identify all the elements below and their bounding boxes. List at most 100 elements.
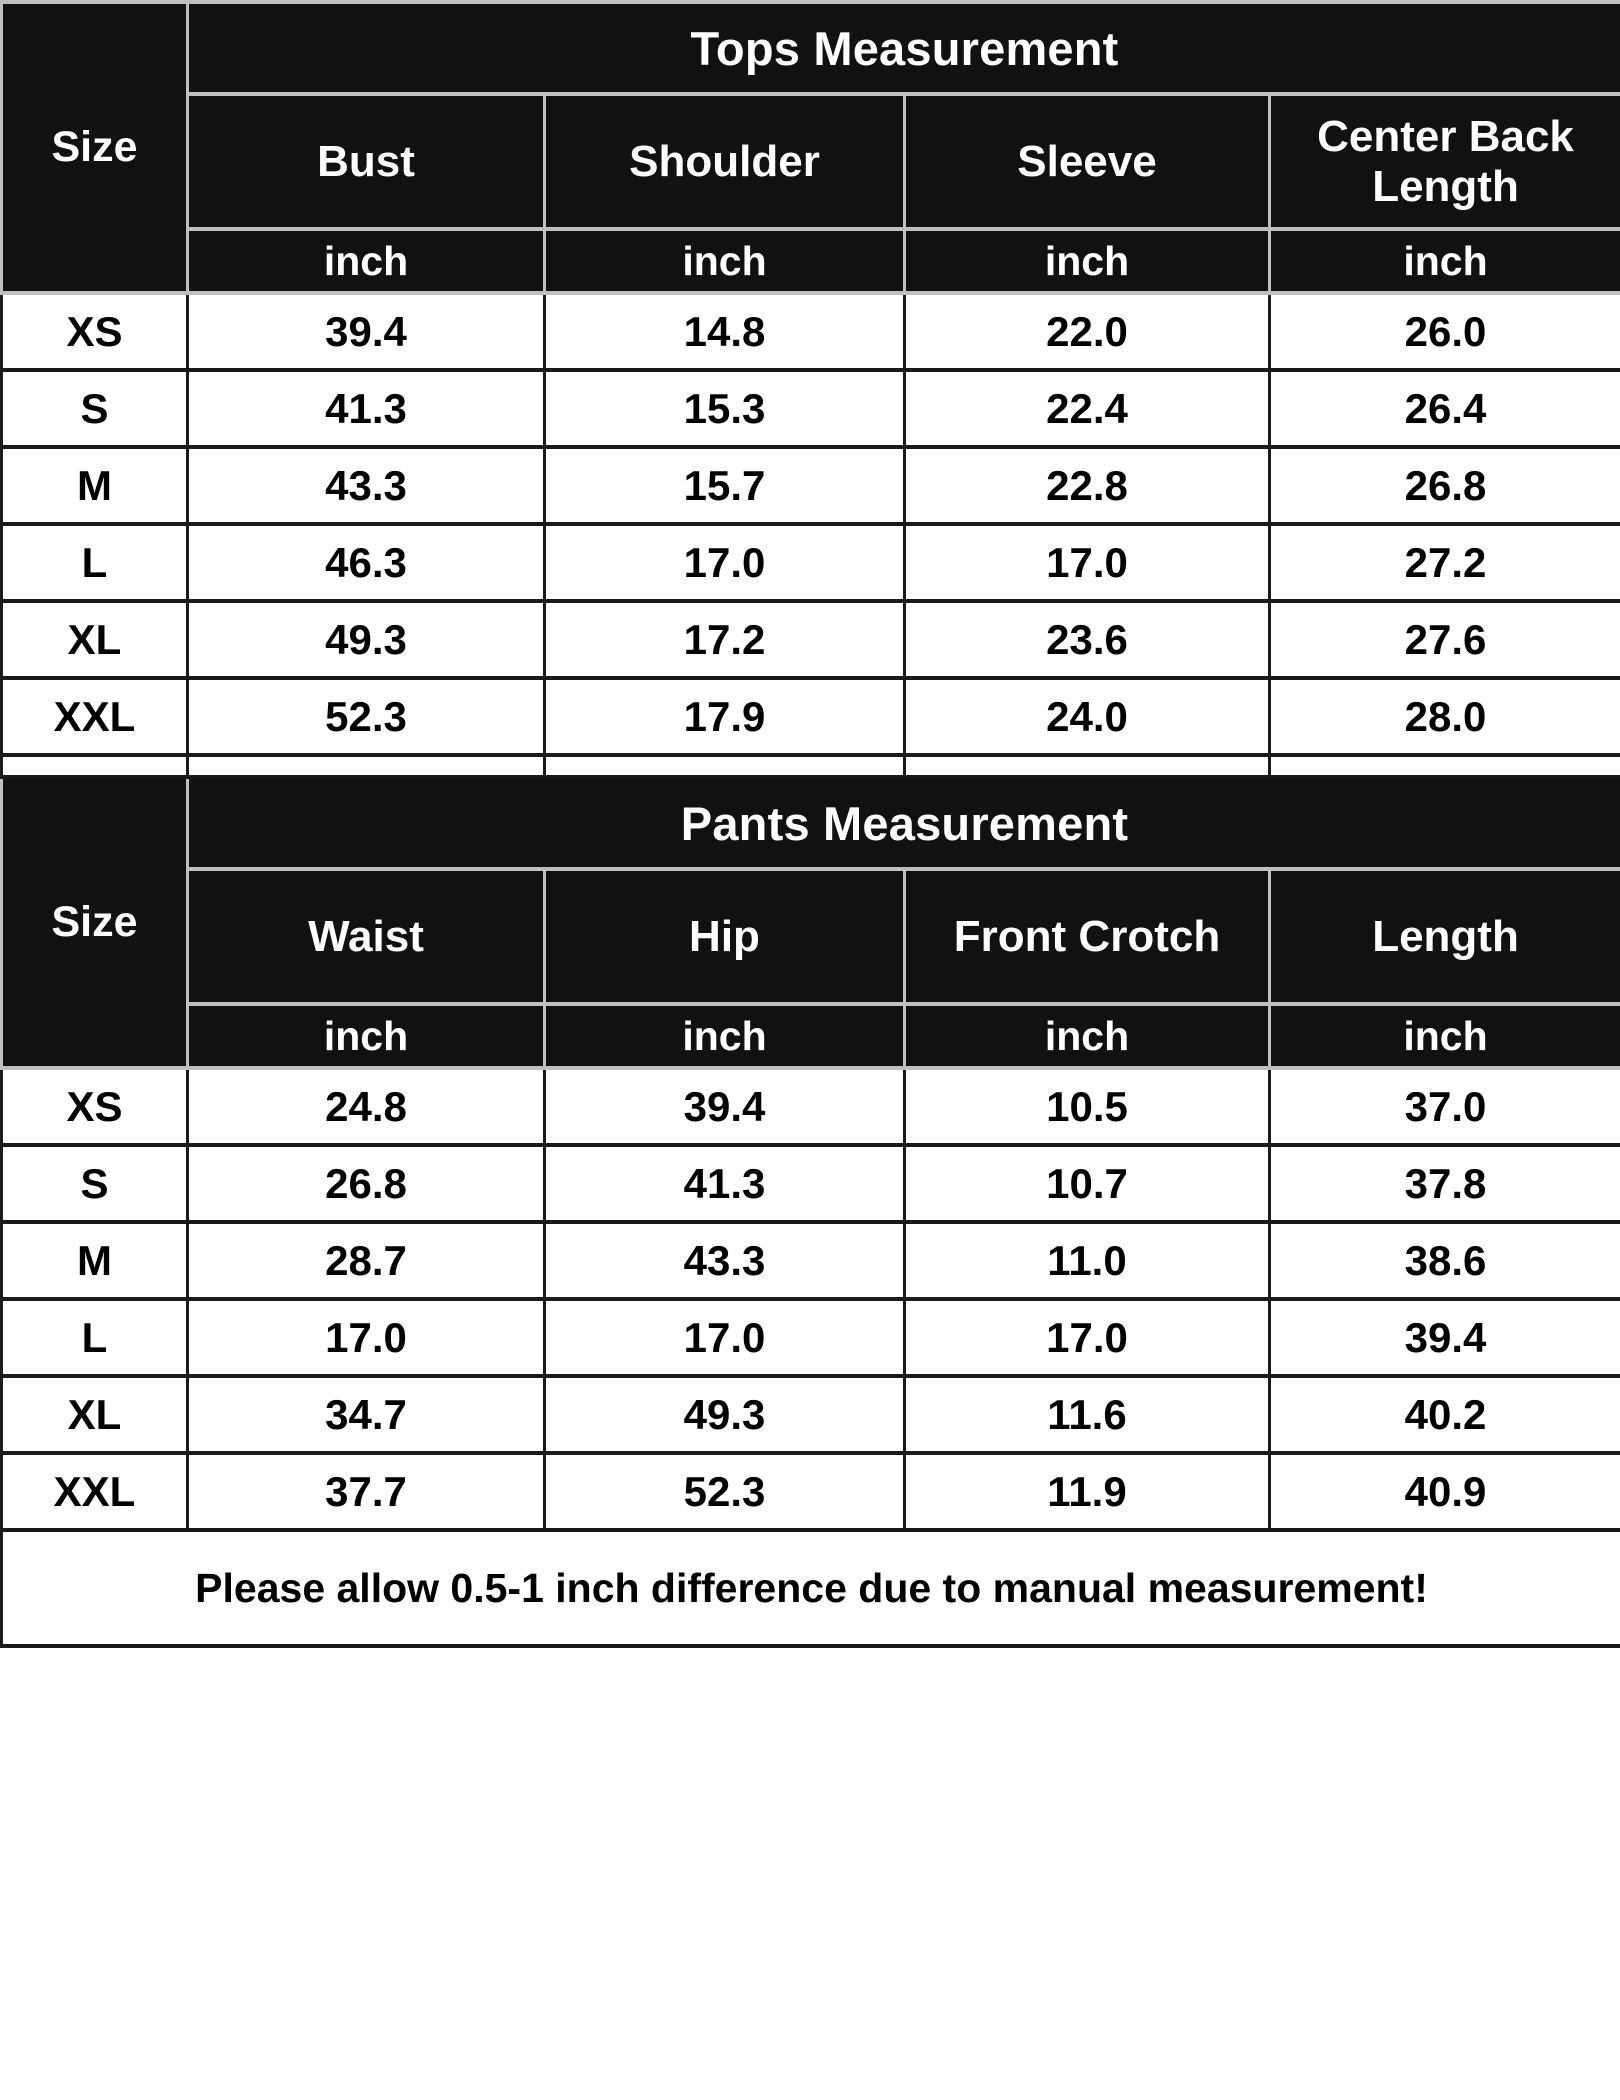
pants-row-size: L [0, 1297, 189, 1378]
pants-unit-row: inch inch inch inch [2, 1002, 1620, 1070]
pants-cell-front-crotch: 11.9 [903, 1451, 1271, 1532]
pants-cell-hip: 49.3 [543, 1374, 906, 1455]
pants-cell-length: 38.6 [1267, 1220, 1620, 1301]
pants-cell-hip: 39.4 [543, 1066, 906, 1147]
table-separator-cell [1267, 753, 1620, 779]
tops-title-row: Size Tops Measurement [0, 0, 1620, 295]
tops-cell-shoulder: 17.2 [543, 599, 906, 680]
tops-cell-bust: 49.3 [186, 599, 546, 680]
tops-cell-shoulder: 15.3 [543, 368, 906, 449]
table-row: M 43.3 15.7 22.8 26.8 [0, 445, 1620, 526]
tops-cell-bust: 43.3 [186, 445, 546, 526]
tops-cell-center-back-length: 26.8 [1267, 445, 1620, 526]
tops-cell-sleeve: 22.4 [903, 368, 1271, 449]
tops-column-header-row: Bust Shoulder Sleeve Center Back Length [2, 92, 1620, 231]
pants-cell-waist: 24.8 [186, 1066, 546, 1147]
table-row: XS 39.4 14.8 22.0 26.0 [0, 291, 1620, 372]
tops-cell-shoulder: 14.8 [543, 291, 906, 372]
table-row: XXL 52.3 17.9 24.0 28.0 [0, 676, 1620, 757]
pants-size-header: Size [0, 775, 189, 1070]
pants-cell-waist: 34.7 [186, 1374, 546, 1455]
table-row: XL 49.3 17.2 23.6 27.6 [0, 599, 1620, 680]
tops-cell-sleeve: 17.0 [903, 522, 1271, 603]
table-row: S 41.3 15.3 22.4 26.4 [0, 368, 1620, 449]
table-row: XL 34.7 49.3 11.6 40.2 [0, 1374, 1620, 1455]
tops-cell-center-back-length: 27.6 [1267, 599, 1620, 680]
pants-column-length: Length [1267, 867, 1620, 1006]
tops-cell-center-back-length: 27.2 [1267, 522, 1620, 603]
tops-cell-center-back-length: 26.4 [1267, 368, 1620, 449]
pants-cell-waist: 17.0 [186, 1297, 546, 1378]
pants-cell-front-crotch: 11.6 [903, 1374, 1271, 1455]
tops-cell-sleeve: 22.0 [903, 291, 1271, 372]
pants-column-waist: Waist [186, 867, 546, 1006]
tops-unit-shoulder: inch [543, 227, 906, 295]
pants-cell-length: 37.0 [1267, 1066, 1620, 1147]
pants-cell-waist: 37.7 [186, 1451, 546, 1532]
pants-row-size: XXL [0, 1451, 189, 1532]
pants-column-front-crotch: Front Crotch [903, 867, 1271, 1006]
tops-cell-shoulder: 15.7 [543, 445, 906, 526]
table-row: L 17.0 17.0 17.0 39.4 [0, 1297, 1620, 1378]
pants-row-size: XS [0, 1066, 189, 1147]
pants-cell-hip: 43.3 [543, 1220, 906, 1301]
pants-cell-length: 40.9 [1267, 1451, 1620, 1532]
measurement-footnote: Please allow 0.5-1 inch difference due t… [0, 1528, 1620, 1648]
tops-row-size: XXL [0, 676, 189, 757]
tops-size-header: Size [0, 0, 189, 295]
table-separator-cell [0, 753, 189, 779]
tops-measurement-table: Size Tops Measurement Bust Shoulder Slee… [0, 0, 1620, 1648]
tops-unit-sleeve: inch [903, 227, 1271, 295]
table-separator-cell [186, 753, 546, 779]
tops-row-size: XS [0, 291, 189, 372]
pants-row-size: M [0, 1220, 189, 1301]
tops-row-size: XL [0, 599, 189, 680]
pants-cell-front-crotch: 17.0 [903, 1297, 1271, 1378]
tops-cell-sleeve: 24.0 [903, 676, 1271, 757]
pants-row-size: XL [0, 1374, 189, 1455]
tops-cell-center-back-length: 26.0 [1267, 291, 1620, 372]
tops-unit-bust: inch [186, 227, 546, 295]
pants-unit-length: inch [1267, 1002, 1620, 1070]
pants-cell-length: 40.2 [1267, 1374, 1620, 1455]
pants-unit-hip: inch [543, 1002, 906, 1070]
table-separator-cell [543, 753, 906, 779]
pants-unit-waist: inch [186, 1002, 546, 1070]
table-row: L 46.3 17.0 17.0 27.2 [0, 522, 1620, 603]
pants-column-header-row: Waist Hip Front Crotch Length [2, 867, 1620, 1006]
tops-column-bust: Bust [186, 92, 546, 231]
tops-column-center-back-length: Center Back Length [1267, 92, 1620, 231]
table-row: XXL 37.7 52.3 11.9 40.9 [0, 1451, 1620, 1532]
tops-column-shoulder: Shoulder [543, 92, 906, 231]
tops-unit-center-back-length: inch [1267, 227, 1620, 295]
pants-cell-hip: 52.3 [543, 1451, 906, 1532]
pants-cell-length: 37.8 [1267, 1143, 1620, 1224]
pants-column-hip: Hip [543, 867, 906, 1006]
table-row: S 26.8 41.3 10.7 37.8 [0, 1143, 1620, 1224]
pants-cell-hip: 17.0 [543, 1297, 906, 1378]
tops-cell-shoulder: 17.9 [543, 676, 906, 757]
pants-row-size: S [0, 1143, 189, 1224]
table-row: XS 24.8 39.4 10.5 37.0 [0, 1066, 1620, 1147]
tops-cell-sleeve: 22.8 [903, 445, 1271, 526]
tops-unit-row: inch inch inch inch [2, 227, 1620, 295]
table-row: M 28.7 43.3 11.0 38.6 [0, 1220, 1620, 1301]
footnote-row: Please allow 0.5-1 inch difference due t… [0, 1528, 1620, 1648]
pants-title-row: Size Pants Measurement [0, 775, 1620, 1070]
table-separator-cell [903, 753, 1271, 779]
tops-row-size: L [0, 522, 189, 603]
pants-cell-waist: 26.8 [186, 1143, 546, 1224]
tops-row-size: M [0, 445, 189, 526]
pants-cell-length: 39.4 [1267, 1297, 1620, 1378]
table-separator [0, 753, 1620, 779]
tops-cell-bust: 46.3 [186, 522, 546, 603]
tops-cell-sleeve: 23.6 [903, 599, 1271, 680]
tops-group-title: Tops Measurement [185, 0, 1620, 96]
pants-unit-front-crotch: inch [903, 1002, 1271, 1070]
tops-row-size: S [0, 368, 189, 449]
pants-cell-waist: 28.7 [186, 1220, 546, 1301]
tops-column-sleeve: Sleeve [903, 92, 1271, 231]
pants-group-title: Pants Measurement [185, 775, 1620, 871]
pants-cell-front-crotch: 10.7 [903, 1143, 1271, 1224]
